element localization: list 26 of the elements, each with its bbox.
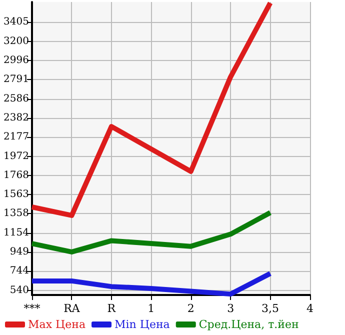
y-tick-label: 2177: [4, 132, 29, 143]
x-tick-label: 4: [306, 302, 314, 315]
x-tick-label: ***: [24, 302, 41, 315]
y-tick-label: 1972: [4, 150, 29, 162]
legend-label: Min Цена: [114, 318, 170, 331]
x-tick-label: 2: [187, 302, 194, 315]
y-tick-label: 1358: [4, 208, 29, 220]
y-tick-label: 2382: [4, 112, 29, 124]
y-tick-label: 2791: [4, 74, 29, 86]
x-tick-label: 1: [148, 302, 155, 315]
y-tick-label: 540: [10, 284, 29, 296]
y-tick-label: 1563: [4, 189, 29, 200]
x-tick-label: RA: [64, 302, 81, 315]
y-tick-label: 3200: [4, 36, 29, 47]
y-tick-label: 3405: [4, 16, 29, 28]
legend-label: Max Цена: [28, 318, 86, 331]
y-tick-label: 1154: [4, 227, 29, 238]
x-tick-label: 3: [227, 302, 234, 315]
legend-label: Сред.Цена, т.йен: [198, 318, 299, 331]
y-tick-label: 2996: [4, 54, 29, 66]
x-tick-label: 3,5: [262, 302, 280, 315]
y-tick-label: 949: [10, 246, 29, 258]
y-tick-label: 2586: [4, 93, 29, 104]
x-tick-label: R: [107, 302, 116, 315]
y-tick-label: 744: [10, 266, 29, 277]
y-tick-label: 1768: [4, 170, 29, 181]
